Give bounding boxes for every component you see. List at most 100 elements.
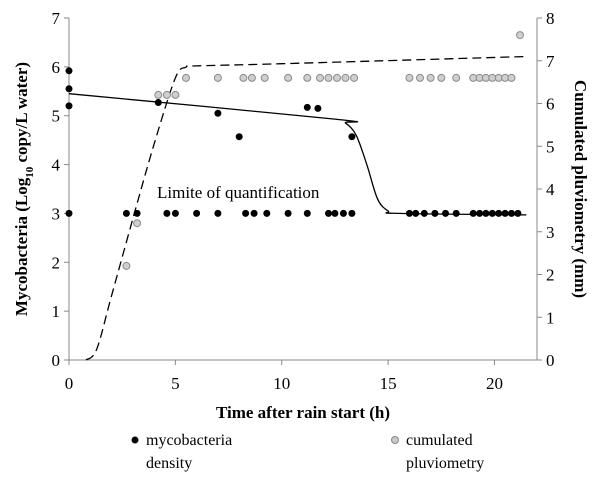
mycobacteria-point [163,209,171,217]
mycobacteria-point [65,67,73,75]
pluviometry-point [507,73,516,82]
pluviometry-point [260,73,269,82]
pluviometry-point [437,73,446,82]
left-y-axis-title: Mycobacteria (Log10 copy/L water) [12,62,36,316]
mycobacteria-point [171,209,179,217]
pluviometry-point [516,31,524,40]
mycobacteria-point [476,209,484,217]
mycobacteria-point [442,209,449,217]
mycobacteria-point [495,209,503,217]
pluviometry-point [350,73,359,82]
mycobacteria-point [65,209,73,217]
mycobacteria-point [469,209,477,217]
mycobacteria-point [154,99,162,106]
right-tick-label: 2 [546,266,555,285]
mycobacteria-point [122,209,130,217]
pluviometry-point [247,73,256,82]
pluviometry-point [333,73,341,82]
mycobacteria-point [488,209,496,217]
legend-label-mycobacteria-line2: density [146,455,192,472]
left-tick-label: 1 [52,302,61,321]
left-tick-label: 5 [52,107,61,126]
x-tick-label: 15 [380,374,397,393]
pluviometry-point [284,73,293,82]
pluviometry-point [316,73,324,82]
mycobacteria-point [214,109,222,117]
right-tick-label: 1 [546,308,555,327]
pluviometry-point [303,73,312,82]
mycobacteria-point [339,209,347,217]
right-tick-label: 3 [546,223,555,242]
legend-label-pluviometry-line2: pluviometry [406,455,484,472]
mycobacteria-point [405,209,413,217]
x-axis-ticks: 0 5 10 15 20 [65,360,503,393]
right-tick-label: 7 [546,52,555,71]
x-tick-label: 10 [273,374,290,393]
mycobacteria-point [65,102,73,110]
pluviometry-point [405,73,414,82]
data-points [65,31,524,270]
mycobacteria-point [314,104,322,112]
mycobacteria-point [482,209,490,217]
right-tick-label: 6 [546,95,555,114]
mycobacteria-point [133,209,141,217]
right-tick-label: 5 [546,137,555,156]
mycobacteria-point [514,209,522,217]
pluviometry-point [239,73,248,82]
left-axis-ticks: 0 1 2 3 4 5 6 7 [52,9,69,370]
right-tick-label: 8 [546,9,555,28]
left-tick-label: 6 [52,58,61,77]
legend-label-mycobacteria-line1: mycobacteria [146,432,232,449]
left-tick-label: 2 [52,253,61,272]
left-tick-label: 7 [52,9,61,28]
left-tick-label: 4 [52,156,61,175]
mycobacteria-point [325,209,332,217]
mycobacteria-point [431,209,439,217]
mycobacteria-point [412,209,420,217]
right-axis-ticks: 0 1 2 3 4 5 6 7 8 [537,9,555,370]
mycobacteria-point [348,133,356,141]
mycobacteria-point [303,103,311,111]
mycobacteria-point [214,209,222,217]
mycobacteria-point [508,209,515,217]
pluviometry-point [324,73,333,82]
left-tick-label: 3 [52,204,61,223]
fit-lines [68,55,527,361]
pluviometry-point [171,90,180,99]
mycobacteria-point [263,209,271,217]
mycobacteria-point [193,209,201,217]
pluviometry-point [341,73,350,82]
mycobacteria-point [303,209,311,217]
pluviometry-point [452,73,461,82]
mycobacteria-point [235,133,243,141]
legend-marker-mycobacteria [131,436,139,444]
right-tick-label: 4 [546,180,555,199]
mycobacteria-point [331,209,339,217]
right-tick-label: 0 [546,351,555,370]
x-axis-title: Time after rain start (h) [216,403,390,422]
pluviometry-point [213,73,222,82]
x-tick-label: 20 [486,374,503,393]
mycobacteria-fit-line [68,93,527,216]
mycobacteria-point [250,209,258,217]
right-y-axis-title: Cumulated pluviometry (mm) [571,80,590,298]
quantification-limit-label: Limite of quantification [157,183,320,202]
mycobacteria-point [65,85,73,93]
mycobacteria-point [452,209,460,217]
pluviometry-point [154,90,163,99]
x-tick-label: 5 [171,374,180,393]
pluviometry-point [122,261,131,270]
mycobacteria-point [420,209,428,217]
legend-marker-pluviometry [391,436,399,444]
legend: mycobacteria density cumulated pluviomet… [131,432,484,472]
pluviometry-fit-line [85,55,527,361]
pluviometry-point [182,73,190,82]
x-tick-label: 0 [65,374,74,393]
pluviometry-point [133,219,142,228]
pluviometry-point [162,90,171,99]
legend-item-pluviometry: cumulated pluviometry [391,432,484,472]
pluviometry-point [426,73,435,82]
legend-item-mycobacteria: mycobacteria density [131,432,232,472]
mycobacteria-point [348,209,356,217]
